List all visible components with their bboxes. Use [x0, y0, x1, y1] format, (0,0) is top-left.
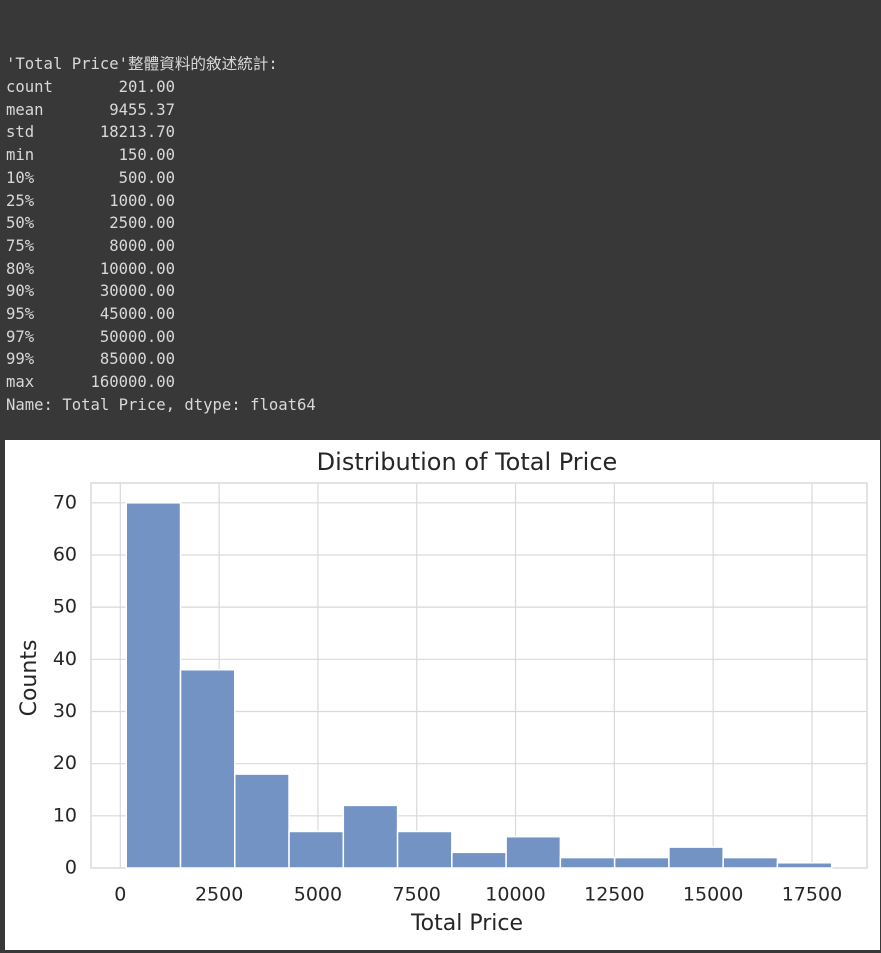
- x-tick-label: 7500: [393, 884, 441, 906]
- output-line: 10% 500.00: [6, 168, 175, 187]
- x-tick-label: 5000: [294, 884, 342, 906]
- y-tick-label: 0: [65, 857, 77, 879]
- chart-title: Distribution of Total Price: [317, 448, 618, 476]
- bar: [505, 835, 562, 869]
- x-tick-label: 10000: [485, 884, 545, 906]
- bar: [234, 773, 290, 869]
- output-line: 97% 50000.00: [6, 327, 175, 346]
- x-tick-label: 17500: [782, 884, 842, 906]
- describe-block: 'Total Price'整體資料的敘述統計: count 201.00 mean …: [6, 53, 431, 416]
- x-axis-label: Total Price: [410, 911, 523, 936]
- y-tick-label: 20: [53, 752, 77, 774]
- bar: [179, 669, 236, 869]
- x-tick-label: 2500: [195, 884, 243, 906]
- bar: [396, 830, 453, 869]
- output-line: Name: Total Price, dtype: float64: [6, 395, 316, 414]
- x-tick-label: 12500: [584, 884, 644, 906]
- output-line: 50% 2500.00: [6, 214, 175, 233]
- output-line: 'Total Price'整體資料的敘述統計:: [6, 55, 278, 74]
- output-line: count 201.00: [6, 78, 175, 97]
- x-tick-label: 15000: [683, 884, 743, 906]
- output-line: std 18213.70: [6, 123, 175, 142]
- output-line: max 160000.00: [6, 373, 175, 392]
- y-tick-label: 30: [53, 700, 77, 722]
- y-tick-label: 50: [53, 596, 77, 618]
- output-line: min 150.00: [6, 146, 175, 165]
- x-tick-label: 0: [114, 884, 126, 906]
- bar: [288, 830, 345, 869]
- output-line: 75% 8000.00: [6, 236, 175, 255]
- bar: [559, 856, 616, 869]
- chart: 0 10 20 30 40 50 60 70 0 2500 5000 7500 10000 12500 15…: [5, 440, 880, 950]
- y-axis-label: Counts: [17, 640, 42, 717]
- bar: [776, 862, 833, 869]
- bar: [668, 846, 724, 869]
- output-line: 99% 85000.00: [6, 350, 175, 369]
- output-line: 95% 45000.00: [6, 304, 175, 323]
- bar: [342, 804, 399, 869]
- output-line: mean 9455.37: [6, 100, 175, 119]
- y-tick-label: 10: [53, 804, 77, 826]
- y-tick-label: 40: [53, 648, 77, 670]
- bar: [125, 502, 182, 869]
- bar: [722, 856, 779, 869]
- output-line: 80% 10000.00: [6, 259, 175, 278]
- y-tick-label: 60: [53, 543, 77, 565]
- bar: [613, 856, 670, 869]
- y-tick-label: 70: [53, 491, 77, 513]
- output-line: 25% 1000.00: [6, 191, 175, 210]
- bar: [451, 851, 507, 869]
- output-line: 90% 30000.00: [6, 282, 175, 301]
